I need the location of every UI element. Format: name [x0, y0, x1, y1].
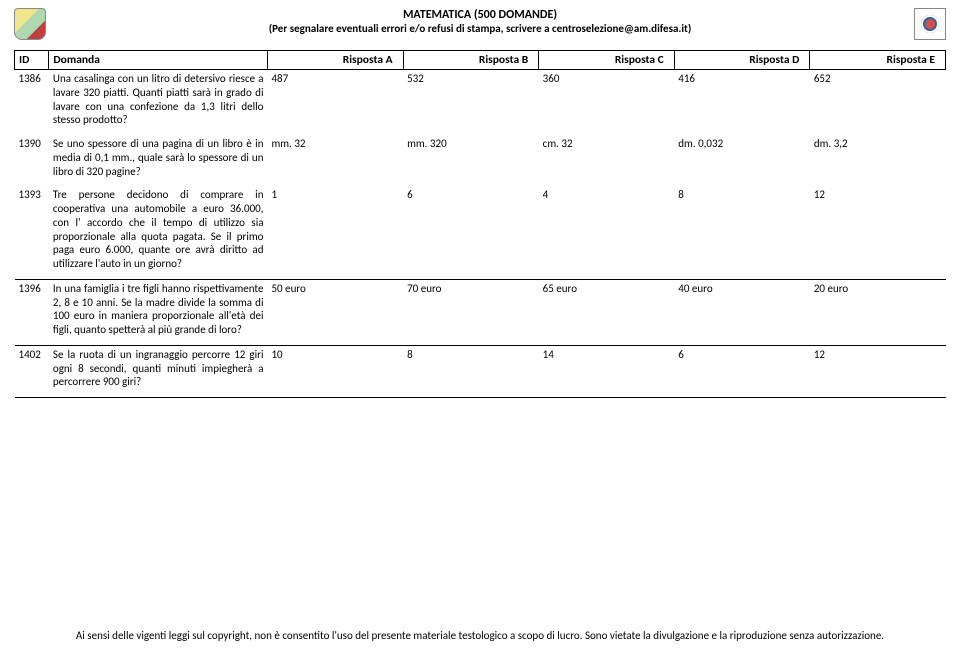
- cell-id: 1390: [15, 135, 49, 186]
- table-row: 1396 In una famiglia i tre figli hanno r…: [15, 279, 946, 345]
- table-header-row: ID Domanda Risposta A Risposta B Rispost…: [15, 51, 946, 70]
- cell-answer-d: 416: [674, 70, 810, 136]
- table-row: 1390 Se uno spessore di una pagina di un…: [15, 135, 946, 186]
- cell-answer-d: 8: [674, 186, 810, 279]
- cell-answer-a: 1: [267, 186, 403, 279]
- col-answer-d: Risposta D: [674, 51, 810, 70]
- cell-answer-c: 14: [539, 345, 675, 397]
- cell-answer-b: 532: [403, 70, 539, 136]
- title-main: MATEMATICA (500 DOMANDE): [14, 8, 946, 22]
- table-row: 1386 Una casalinga con un litro di deter…: [15, 70, 946, 136]
- cell-answer-c: cm. 32: [539, 135, 675, 186]
- cell-answer-a: 50 euro: [267, 279, 403, 345]
- questions-table: ID Domanda Risposta A Risposta B Rispost…: [14, 50, 946, 398]
- cell-answer-b: mm. 320: [403, 135, 539, 186]
- coat-of-arms-icon: [14, 8, 46, 40]
- cell-answer-d: dm. 0,032: [674, 135, 810, 186]
- cell-answer-e: dm. 3,2: [810, 135, 946, 186]
- col-answer-e: Risposta E: [810, 51, 946, 70]
- cell-answer-e: 20 euro: [810, 279, 946, 345]
- cell-answer-e: 12: [810, 345, 946, 397]
- cell-question: Se la ruota di un ingranaggio percorre 1…: [49, 345, 268, 397]
- col-answer-a: Risposta A: [267, 51, 403, 70]
- row-group-1: 1386 Una casalinga con un litro di deter…: [15, 70, 946, 280]
- col-question: Domanda: [49, 51, 268, 70]
- cell-id: 1393: [15, 186, 49, 279]
- cell-answer-a: 10: [267, 345, 403, 397]
- cell-answer-c: 65 euro: [539, 279, 675, 345]
- cell-answer-b: 70 euro: [403, 279, 539, 345]
- cell-question: Se uno spessore di una pagina di un libr…: [49, 135, 268, 186]
- cell-question: Tre persone decidono di comprare in coop…: [49, 186, 268, 279]
- title-block: MATEMATICA (500 DOMANDE) (Per segnalare …: [14, 8, 946, 35]
- cell-answer-a: mm. 32: [267, 135, 403, 186]
- row-group-2: 1396 In una famiglia i tre figli hanno r…: [15, 279, 946, 345]
- cell-id: 1386: [15, 70, 49, 136]
- cell-id: 1396: [15, 279, 49, 345]
- table-row: 1393 Tre persone decidono di comprare in…: [15, 186, 946, 279]
- col-answer-b: Risposta B: [403, 51, 539, 70]
- cell-answer-c: 360: [539, 70, 675, 136]
- copyright-footer: Ai sensi delle vigenti leggi sul copyrig…: [14, 629, 946, 643]
- table-row: 1402 Se la ruota di un ingranaggio perco…: [15, 345, 946, 397]
- cell-answer-e: 652: [810, 70, 946, 136]
- page-header: MATEMATICA (500 DOMANDE) (Per segnalare …: [14, 8, 946, 48]
- roundel-icon: [914, 8, 946, 40]
- cell-answer-d: 6: [674, 345, 810, 397]
- cell-answer-c: 4: [539, 186, 675, 279]
- cell-answer-b: 8: [403, 345, 539, 397]
- row-group-3: 1402 Se la ruota di un ingranaggio perco…: [15, 345, 946, 397]
- cell-answer-a: 487: [267, 70, 403, 136]
- col-answer-c: Risposta C: [539, 51, 675, 70]
- cell-answer-d: 40 euro: [674, 279, 810, 345]
- cell-question: In una famiglia i tre figli hanno rispet…: [49, 279, 268, 345]
- title-sub: (Per segnalare eventuali errori e/o refu…: [14, 22, 946, 35]
- cell-question: Una casalinga con un litro di detersivo …: [49, 70, 268, 136]
- cell-answer-e: 12: [810, 186, 946, 279]
- cell-id: 1402: [15, 345, 49, 397]
- cell-answer-b: 6: [403, 186, 539, 279]
- col-id: ID: [15, 51, 49, 70]
